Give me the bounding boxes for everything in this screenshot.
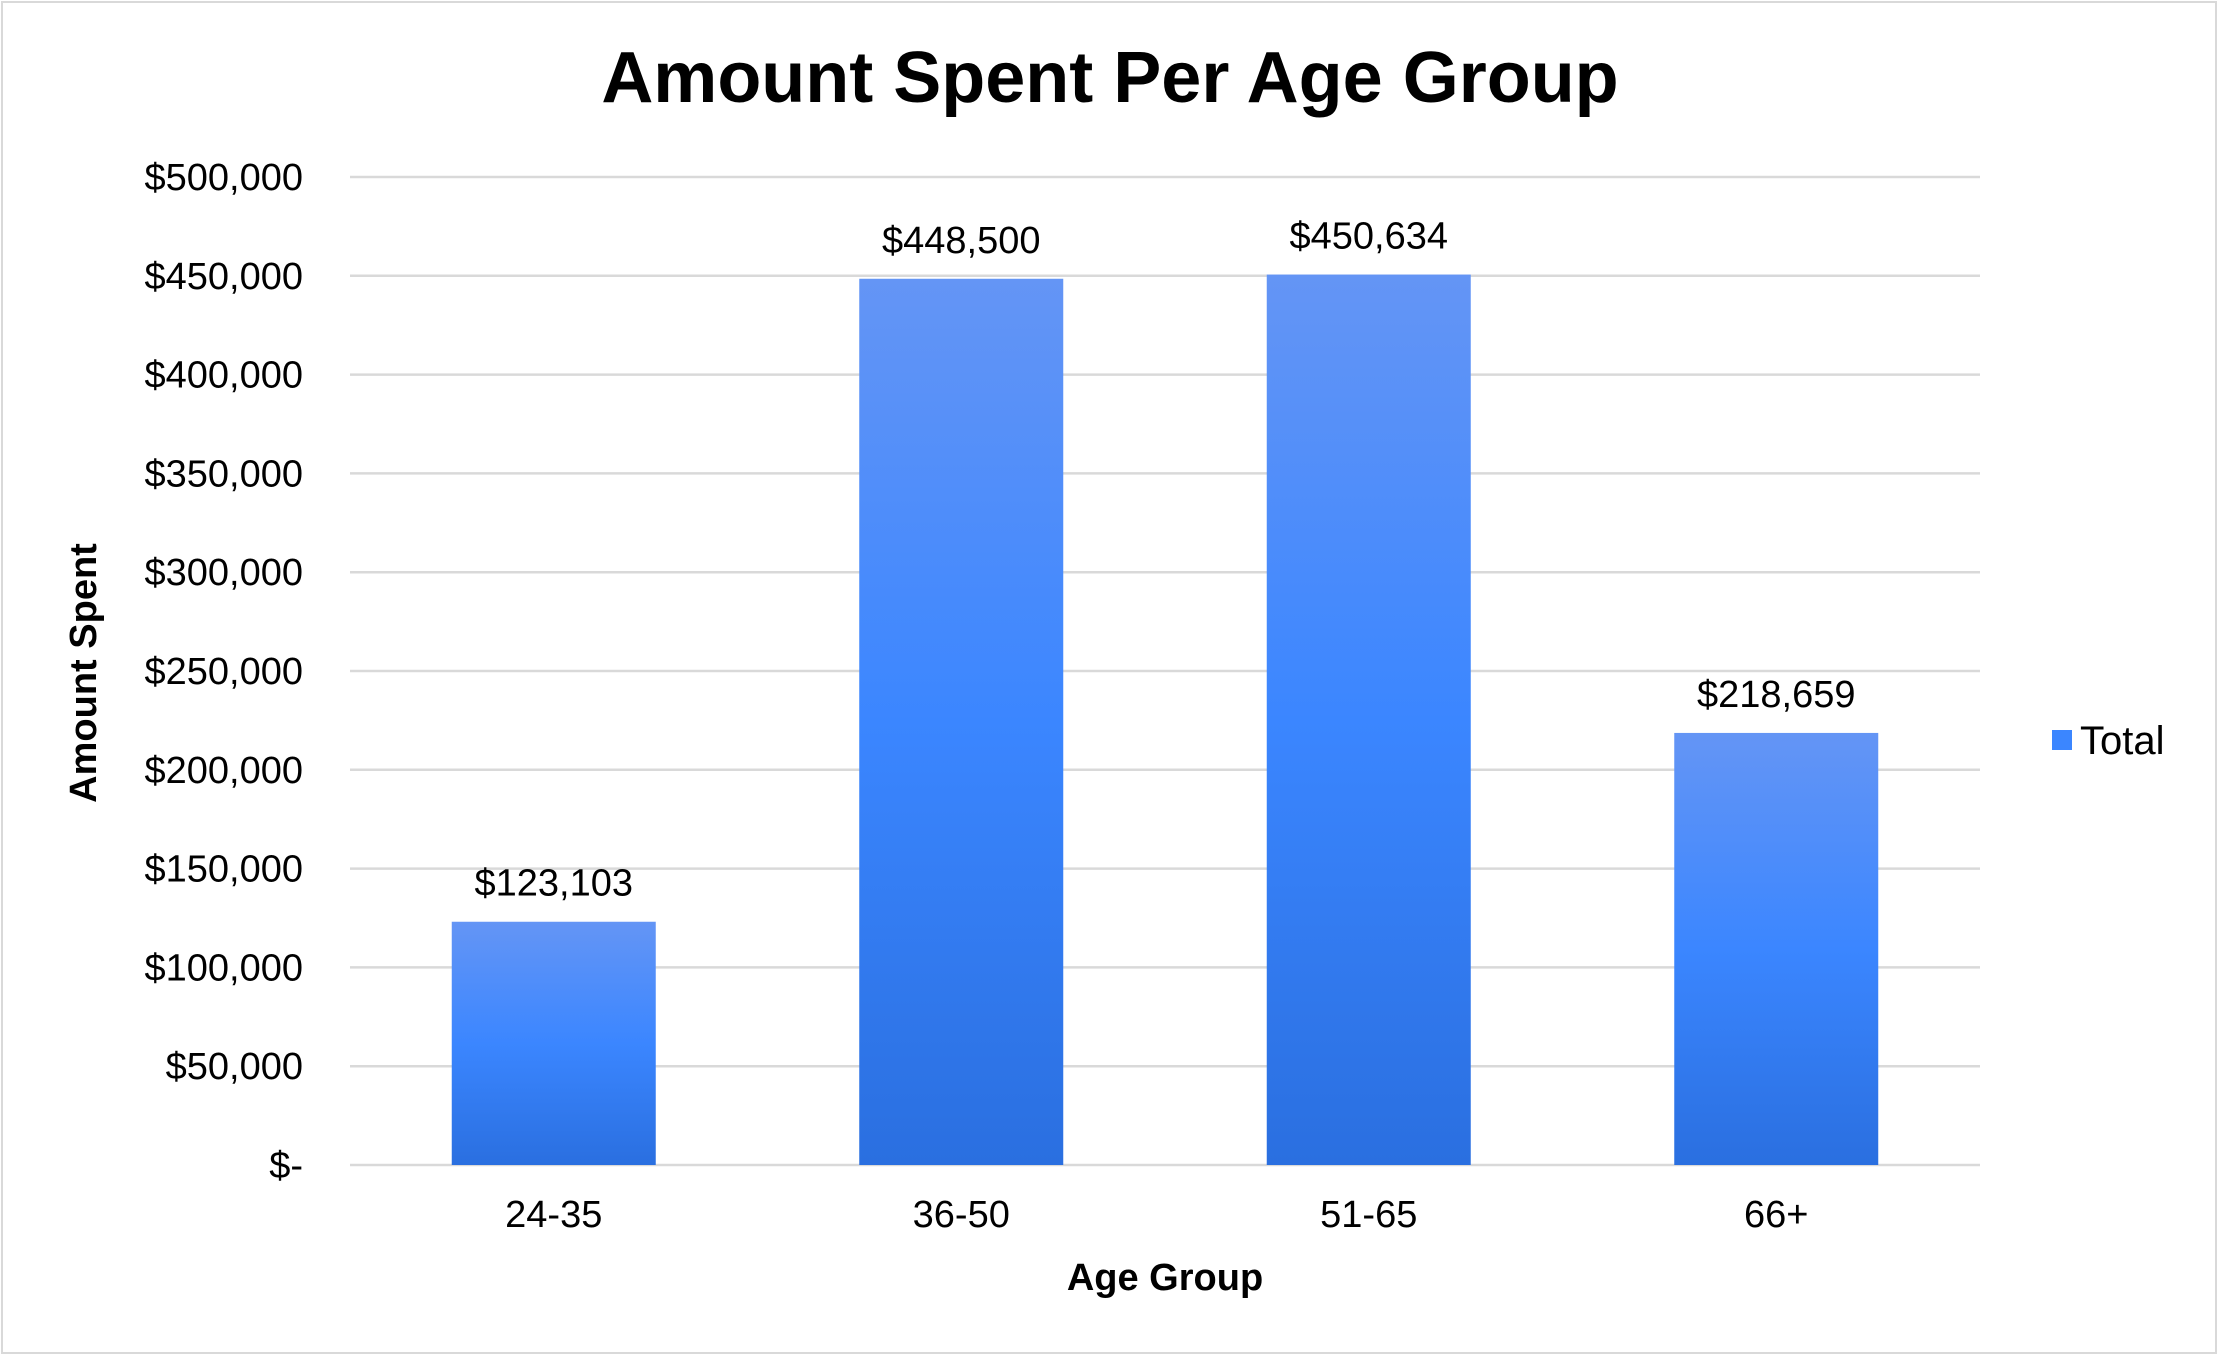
- x-tick-label: 51-65: [1320, 1194, 1417, 1236]
- y-tick-label: $450,000: [145, 256, 304, 298]
- legend: Total: [2052, 719, 2165, 763]
- x-tick-label: 24-35: [505, 1194, 602, 1236]
- bar-51-65: [1266, 274, 1471, 1165]
- x-tick-label: 66+: [1744, 1194, 1808, 1236]
- bar-24-35: [451, 921, 656, 1165]
- y-tick-label: $300,000: [145, 552, 304, 594]
- bars: [451, 274, 1879, 1165]
- data-label: $218,659: [1697, 674, 1856, 716]
- y-tick-label: $350,000: [145, 453, 304, 495]
- y-tick-label: $250,000: [145, 651, 304, 693]
- data-label: $450,634: [1290, 216, 1449, 258]
- y-axis-title: Amount Spent: [63, 543, 105, 803]
- x-axis-ticks: 24-35 36-50 51-65 66+: [505, 1194, 1808, 1236]
- data-labels: $123,103 $448,500 $450,634 $218,659: [475, 216, 1856, 905]
- y-tick-label: $-: [269, 1145, 303, 1187]
- bar-66+: [1674, 732, 1879, 1165]
- legend-label: Total: [2080, 719, 2165, 763]
- y-tick-label: $500,000: [145, 157, 304, 199]
- x-axis-title: Age Group: [1067, 1257, 1263, 1299]
- y-axis-ticks: $- $50,000 $100,000 $150,000 $200,000 $250,00…: [145, 157, 304, 1187]
- y-tick-label: $150,000: [145, 849, 304, 891]
- y-tick-label: $100,000: [145, 947, 304, 989]
- chart-title: Amount Spent Per Age Group: [601, 38, 1618, 118]
- bar-36-50: [859, 278, 1064, 1165]
- data-label: $123,103: [475, 863, 634, 905]
- legend-swatch: [2052, 730, 2072, 750]
- data-label: $448,500: [882, 220, 1041, 262]
- y-tick-label: $200,000: [145, 750, 304, 792]
- y-tick-label: $400,000: [145, 355, 304, 397]
- y-tick-label: $50,000: [166, 1046, 303, 1088]
- x-tick-label: 36-50: [913, 1194, 1010, 1236]
